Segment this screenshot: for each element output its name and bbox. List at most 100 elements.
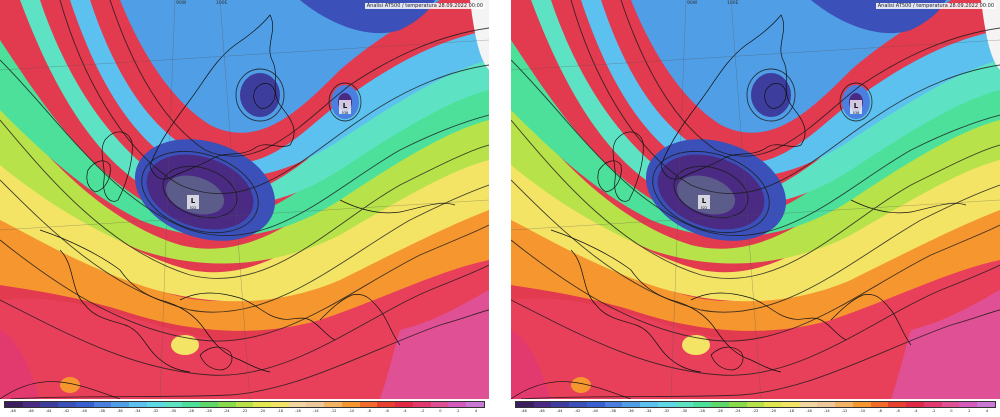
scale-label: -18 [277, 409, 284, 413]
temperature-scale-labels: -48 -46 -44 -42 -40 -38 -36 -34 -32 -30 -28 -26 -24-… [4, 409, 485, 415]
scale-label: -8 [878, 409, 882, 413]
scale-label: -38 [99, 409, 105, 413]
scale-swatch [129, 402, 147, 407]
scale-label: -2 [931, 409, 936, 413]
scale-swatch [657, 402, 676, 407]
scale-swatch [341, 402, 360, 407]
low-pressure-marker: L 538 [850, 100, 862, 115]
low-symbol: L [854, 102, 859, 110]
scale-label: 0 [439, 409, 442, 413]
scale-label: -22 [752, 409, 759, 413]
scale-label: -38 [610, 409, 616, 413]
map-header: Analisi AT500 / temperatura 28.09.2022 0… [364, 3, 485, 9]
temperature-map: L 522 L 538 [0, 0, 489, 399]
scale-label: -42 [574, 409, 581, 413]
scale-swatch [516, 402, 534, 407]
scale-swatch [835, 402, 853, 407]
scale-swatch [5, 402, 23, 407]
scale-label: 0 [950, 409, 953, 413]
scale-swatch [412, 402, 431, 407]
scale-label: -42 [63, 409, 70, 413]
scale-label: -40 [592, 409, 599, 413]
scale-swatch [764, 402, 783, 407]
scale-swatch [200, 402, 218, 407]
low-value: 538 [853, 111, 860, 115]
scale-swatch [235, 402, 254, 407]
scale-label: -34 [134, 409, 141, 413]
scale-swatch [430, 402, 449, 407]
scale-swatch [448, 402, 467, 407]
scale-label: -46 [538, 409, 545, 413]
scale-swatch [551, 402, 570, 407]
map-header: Analisi AT500 / temperatura 28.09.2022 0… [875, 3, 996, 9]
scale-swatch [324, 402, 342, 407]
scale-label: -14 [823, 409, 830, 413]
scale-swatch [586, 402, 605, 407]
scale-swatch [111, 402, 130, 407]
scale-swatch [604, 402, 623, 407]
low-symbol: L [191, 197, 196, 205]
scale-swatch [852, 402, 871, 407]
scale-swatch [977, 402, 995, 407]
scale-label: 4 [474, 409, 478, 413]
scale-label: -48 [520, 409, 527, 413]
scale-swatch [182, 402, 201, 407]
scale-label: 4 [985, 409, 989, 413]
scale-label: -28 [188, 409, 194, 413]
low-value: 538 [342, 111, 349, 115]
scale-label: -24 [223, 409, 230, 413]
scale-label: -20 [259, 409, 266, 413]
temperature-scale-labels: -48 -46 -44 -42 -40 -38 -36 -34 -32 -30 -28 -26 -24-… [515, 409, 996, 415]
scale-swatch [782, 402, 800, 407]
scale-swatch [906, 402, 924, 407]
longitude-label: 90W [687, 1, 698, 6]
scale-swatch [58, 402, 76, 407]
scale-swatch [359, 402, 378, 407]
scale-swatch [288, 402, 307, 407]
scale-swatch [395, 402, 413, 407]
temperature-scale [515, 401, 996, 408]
scale-label: -12 [330, 409, 337, 413]
low-value: 522 [190, 206, 197, 210]
scale-swatch [22, 402, 41, 407]
scale-swatch [711, 402, 729, 407]
scale-swatch [253, 402, 272, 407]
scale-label: -26 [716, 409, 723, 413]
scale-label: -36 [116, 409, 123, 413]
scale-label: -48 [9, 409, 16, 413]
scale-label: -4 [402, 409, 407, 413]
scale-label: -28 [699, 409, 705, 413]
scale-label: -24 [734, 409, 741, 413]
scale-swatch [622, 402, 641, 407]
scale-label: -8 [367, 409, 371, 413]
scale-label: -2 [420, 409, 425, 413]
scale-label: -14 [312, 409, 319, 413]
scale-label: -40 [81, 409, 88, 413]
low-symbol: L [343, 102, 348, 110]
longitude-label: 90W [176, 1, 187, 6]
scale-label: -30 [170, 409, 177, 413]
temperature-scale [4, 401, 485, 408]
scale-label: 2 [457, 409, 460, 413]
low-pressure-marker: L 522 [187, 195, 199, 210]
scale-swatch [941, 402, 960, 407]
scale-label: -26 [205, 409, 212, 413]
scale-swatch [164, 402, 183, 407]
low-pressure-marker: L 522 [698, 195, 710, 210]
scale-label: -34 [645, 409, 652, 413]
map-panel-right: L 522 L 538 90W 100E Analisi AT500 / tem… [511, 0, 1000, 417]
scale-label: 2 [968, 409, 971, 413]
scale-label: -6 [896, 409, 900, 413]
scale-label: -10 [348, 409, 355, 413]
scale-label: -36 [627, 409, 634, 413]
longitude-label: 100E [727, 1, 739, 6]
scale-swatch [146, 402, 165, 407]
scale-swatch [870, 402, 889, 407]
scale-swatch [888, 402, 907, 407]
scale-swatch [306, 402, 325, 407]
low-symbol: L [702, 197, 707, 205]
scale-swatch [93, 402, 112, 407]
scale-swatch [923, 402, 942, 407]
scale-label: -30 [681, 409, 688, 413]
scale-label: -46 [27, 409, 34, 413]
